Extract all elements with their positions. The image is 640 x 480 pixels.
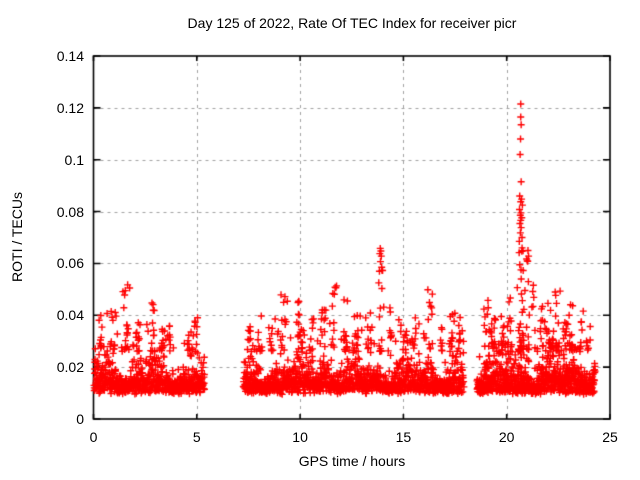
y-tick-label: 0.06 (56, 255, 84, 272)
x-axis-tick-labels: 0 5 10 15 20 25 (0, 429, 640, 447)
x-tick-label: 5 (192, 429, 201, 445)
chart-title: Day 125 of 2022, Rate Of TEC Index for r… (187, 15, 517, 31)
y-tick-label: 0.08 (56, 203, 84, 220)
y-tick-label: 0.02 (56, 359, 84, 376)
x-tick-label: 15 (395, 429, 412, 445)
y-tick-label: 0.1 (64, 151, 84, 168)
y-tick-label: 0.14 (56, 48, 84, 64)
x-tick-label: 10 (292, 429, 308, 445)
x-tick-label: 0 (89, 429, 98, 445)
x-axis-label: GPS time / hours (298, 453, 406, 469)
y-tick-label: 0.04 (56, 307, 84, 324)
y-tick-label: 0 (76, 411, 84, 427)
x-tick-label: 25 (602, 429, 618, 445)
x-tick-label: 20 (498, 429, 515, 445)
y-tick-label: 0.12 (56, 99, 84, 116)
y-axis-tick-labels: 0 0.02 0.04 0.06 0.08 0.1 0.12 0.14 (0, 0, 86, 480)
